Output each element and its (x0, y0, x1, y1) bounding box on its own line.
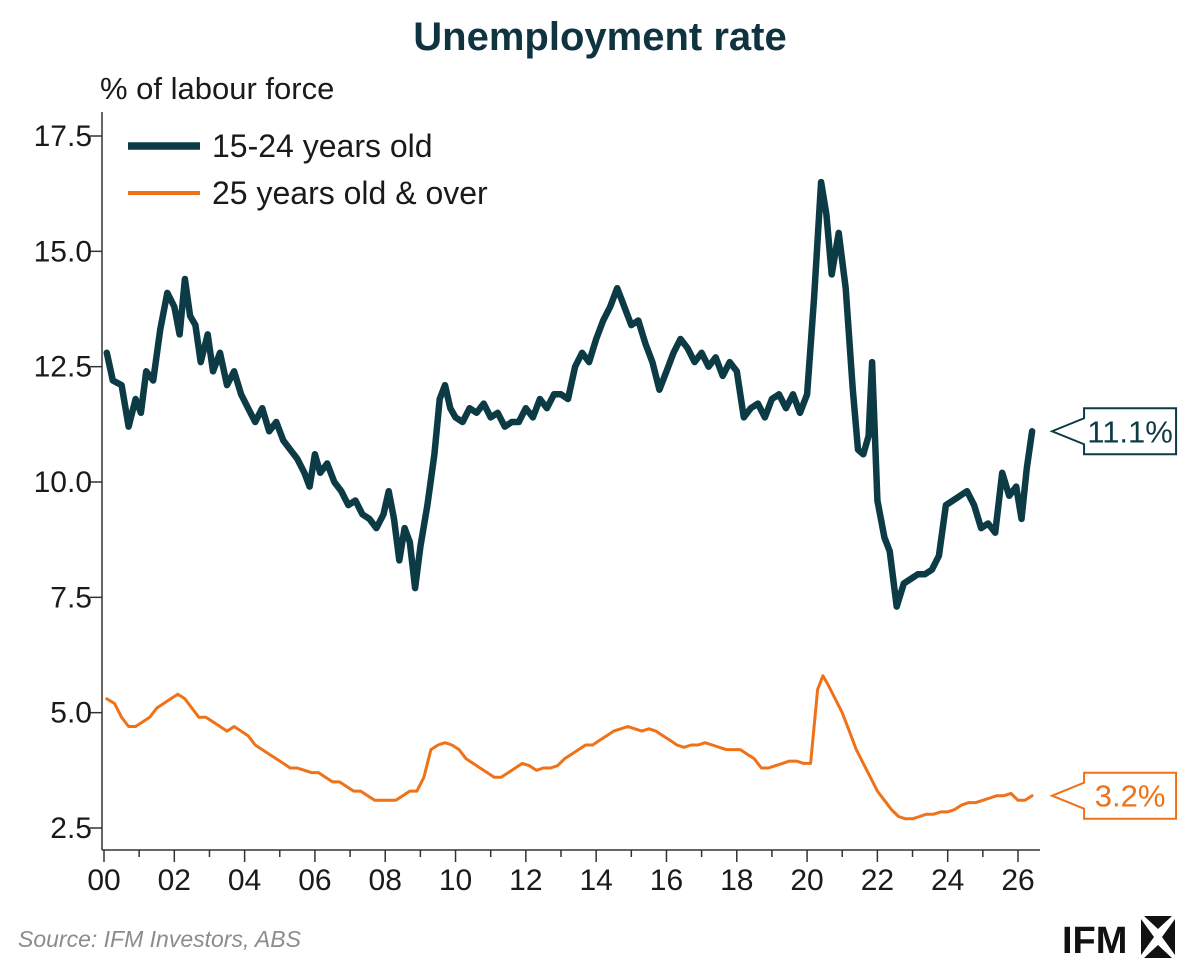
y-tick-label: 7.5 (50, 581, 92, 614)
callout-label-1: 11.1% (1087, 414, 1173, 449)
y-tick-label: 17.5 (34, 120, 92, 153)
y-tick-label: 10.0 (34, 466, 92, 499)
series-line-2 (105, 674, 1034, 821)
x-tick-label: 04 (228, 864, 261, 897)
x-tick-label: 18 (720, 864, 753, 897)
x-tick-label: 16 (650, 864, 683, 897)
series-layer (103, 178, 1036, 821)
callouts: 11.1% 3.2% (1049, 407, 1178, 820)
series-line-1 (103, 178, 1036, 610)
legend-label-2: 25 years old & over (212, 175, 488, 211)
callout-box-1 (1049, 407, 1178, 456)
x-tick-label: 20 (790, 864, 823, 897)
brand-logo: IFM (1062, 916, 1175, 962)
x-tick-label: 22 (861, 864, 894, 897)
source-note: Source: IFM Investors, ABS (18, 926, 302, 952)
y-tick-label: 15.0 (34, 235, 92, 268)
legend: 15-24 years old 25 years old & over (128, 128, 488, 211)
callout-box-2 (1049, 771, 1178, 820)
axes: 2.5 5.0 7.5 10.0 12.5 15.0 17.5 00 02 04 06 08 10 12 1… (34, 112, 1040, 897)
x-tick-label: 00 (87, 864, 120, 897)
x-tick-label: 12 (509, 864, 542, 897)
y-tick-label: 2.5 (50, 812, 92, 845)
y-tick-label: 12.5 (34, 351, 92, 384)
x-tick-label: 24 (931, 864, 964, 897)
x-tick-label: 08 (369, 864, 402, 897)
x-tick-label: 26 (1001, 864, 1034, 897)
callout-label-2: 3.2% (1095, 779, 1166, 814)
y-tick-label: 5.0 (50, 697, 92, 730)
chart-title: Unemployment rate (413, 15, 786, 59)
brand-name: IFM (1062, 920, 1127, 962)
x-tick-label: 02 (158, 864, 191, 897)
brand-mark-icon (1141, 916, 1175, 958)
legend-label-1: 15-24 years old (212, 128, 433, 164)
y-axis-label: % of labour force (100, 71, 334, 106)
x-tick-label: 10 (439, 864, 472, 897)
x-tick-label: 06 (298, 864, 331, 897)
x-tick-label: 14 (579, 864, 612, 897)
